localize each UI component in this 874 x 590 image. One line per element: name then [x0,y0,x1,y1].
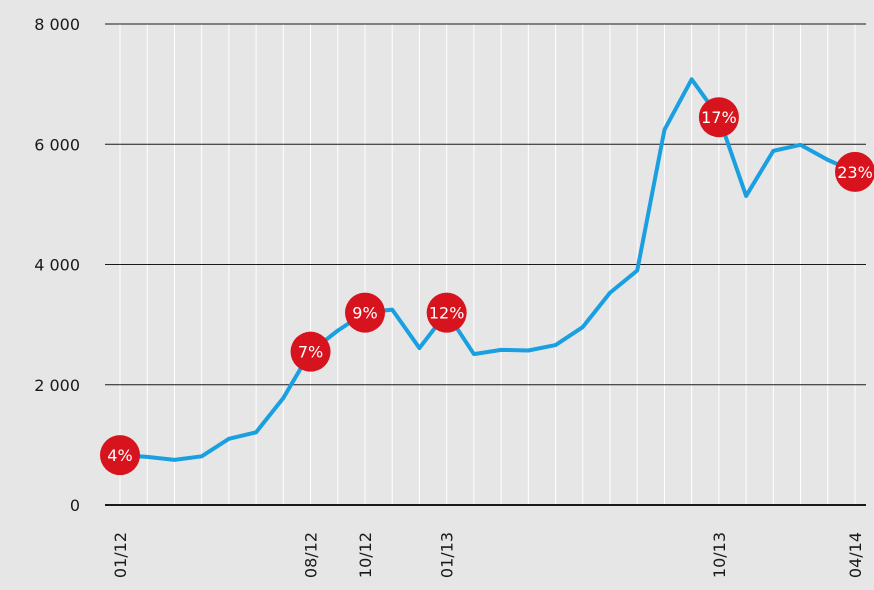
x-tick-label: 04/14 [846,532,865,578]
annotation-label: 12% [429,304,465,323]
y-tick-label: 8 000 [34,15,80,34]
x-tick-label: 10/13 [710,532,729,578]
data-line [119,77,856,462]
x-tick-label: 10/12 [356,532,375,578]
annotation-label: 9% [352,304,377,323]
annotation-marker [100,435,140,476]
x-tick-label: 01/12 [111,532,130,578]
annotation-marker [426,292,467,333]
annotation-marker [698,97,739,138]
annotation-marker [290,331,331,372]
x-tick-label: 01/13 [438,532,457,578]
x-tick-label: 08/12 [302,532,321,578]
annotation-label: 7% [298,343,323,362]
y-tick-label: 4 000 [34,256,80,275]
annotation-marker [345,292,385,333]
annotation-label: 17% [701,108,737,127]
y-tick-label: 2 000 [34,376,80,395]
y-tick-label: 0 [70,496,80,515]
annotation-label: 4% [107,446,132,465]
annotation-marker [835,151,874,192]
annotation-label: 23% [837,163,873,182]
y-tick-label: 6 000 [34,135,80,154]
